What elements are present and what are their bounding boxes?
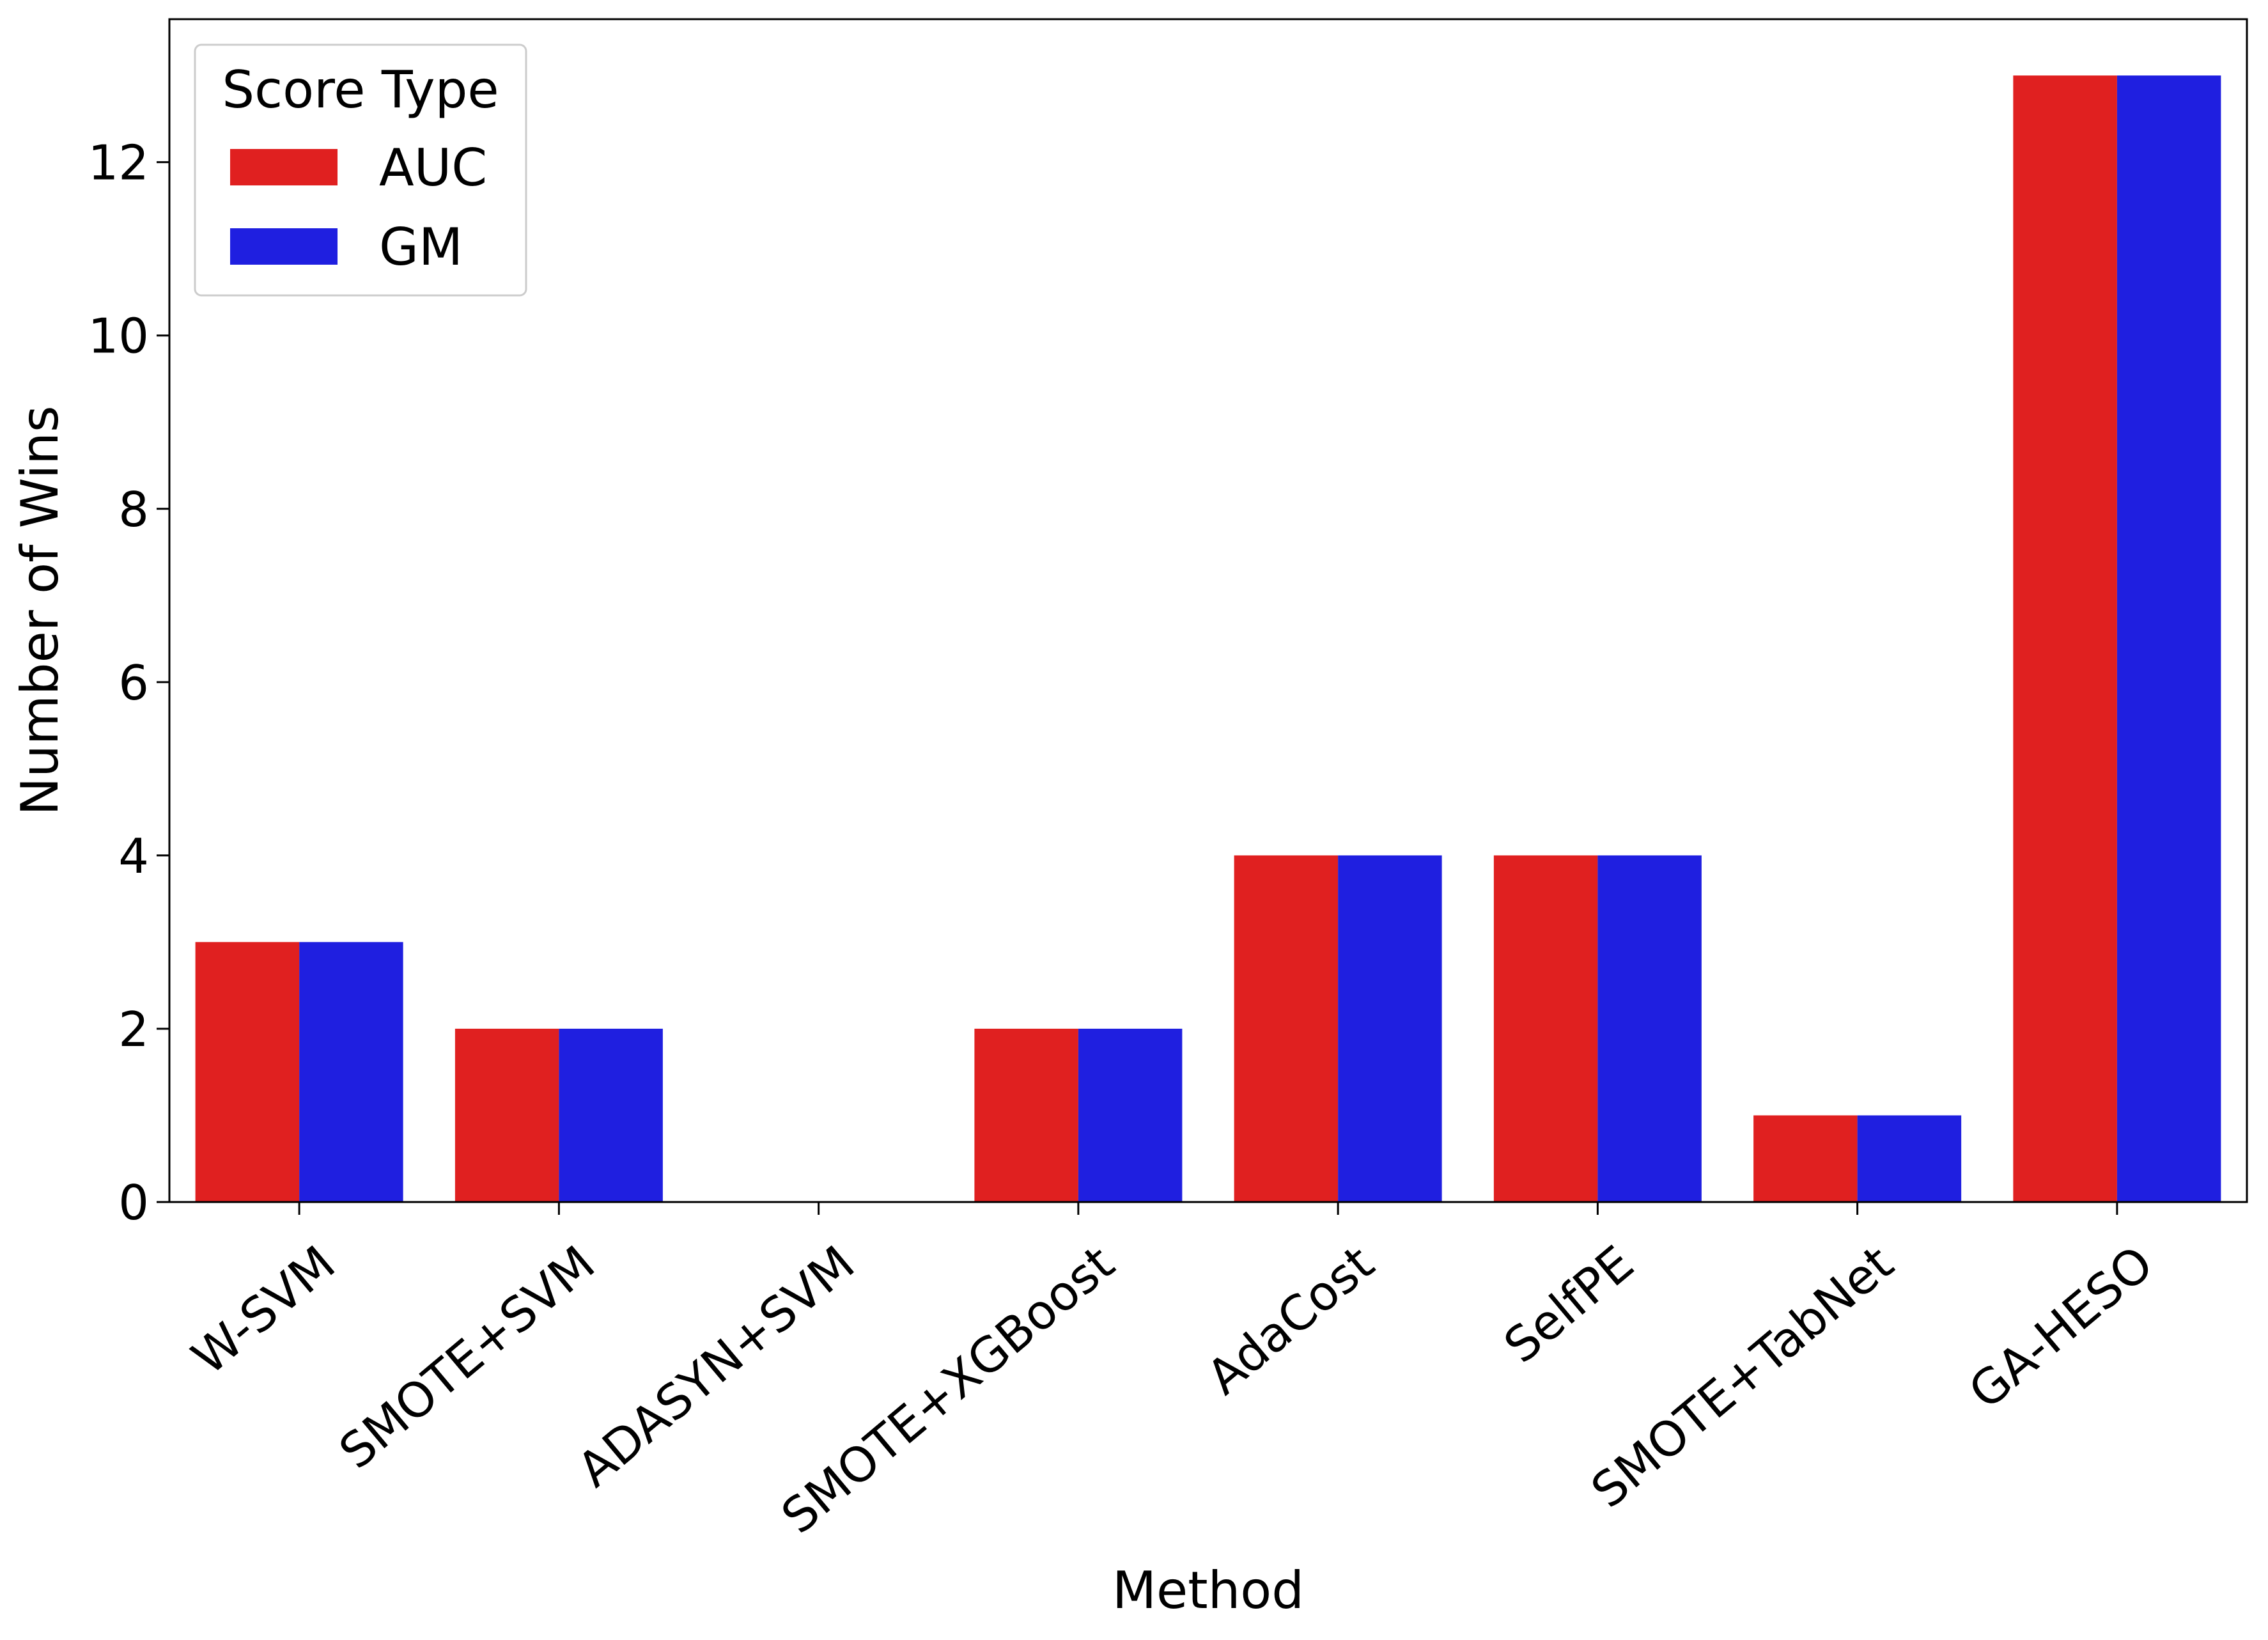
legend-label-gm: GM [379,217,463,277]
y-tick-label: 8 [118,481,149,538]
legend-label-auc: AUC [379,138,487,198]
x-tick-label-adasyn-svm: ADASYN+SVM [567,1235,865,1497]
bar-gm-w-svm [299,942,403,1202]
legend-swatch-gm [230,228,338,265]
bar-gm-adacost [1338,855,1442,1202]
bar-auc-smote-svm [454,1028,559,1202]
y-tick-label: 10 [88,308,149,364]
x-tick-label-w-svm: W-SVM [182,1235,346,1386]
y-axis-label: Number of Wins [10,405,70,815]
x-tick-label-ga-heso: GA-HESO [1958,1235,2163,1419]
y-tick-label: 6 [118,655,149,711]
y-tick-label: 4 [118,828,149,884]
bar-auc-w-svm [195,942,300,1202]
bar-gm-selfpe [1597,855,1702,1202]
x-tick-label-adacost: AdaCost [1196,1235,1384,1405]
x-tick-label-selfpe: SelfPE [1493,1235,1644,1374]
y-axis-ticks: 0 2 4 6 8 10 12 [88,135,169,1231]
x-tick-label-smote-svm: SMOTE+SVM [329,1235,605,1480]
bar-auc-smote-tabnet [1753,1115,1858,1202]
y-tick-label: 0 [118,1175,149,1231]
bars-layer [195,75,2221,1203]
legend-swatch-auc [230,149,338,185]
bar-auc-smote-xgboost [974,1028,1078,1202]
bar-auc-adacost [1234,855,1339,1202]
legend[interactable]: Score Type AUC GM [194,43,527,297]
bar-auc-ga-heso [2013,75,2117,1203]
x-axis-label: Method [1112,1561,1304,1620]
plot-frame [168,18,2248,1203]
bar-auc-selfpe [1493,855,1598,1202]
y-tick-label: 2 [118,1001,149,1058]
bar-gm-smote-svm [559,1028,663,1202]
y-tick-label: 12 [88,135,149,191]
bar-gm-smote-xgboost [1078,1028,1183,1202]
legend-title: Score Type [222,60,499,120]
bar-gm-ga-heso [2117,75,2221,1203]
bar-gm-smote-tabnet [1857,1115,1962,1202]
